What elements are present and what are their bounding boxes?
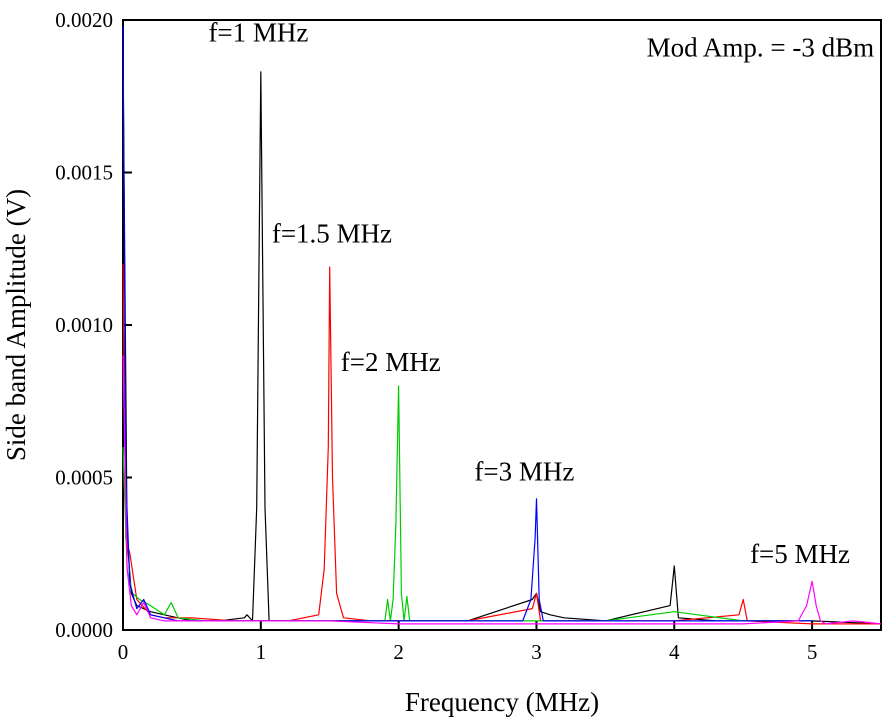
annotation-label: f=1.5 MHz	[272, 219, 392, 249]
annotation-label: Mod Amp. = -3 dBm	[647, 33, 875, 63]
x-tick-label: 2	[393, 640, 404, 664]
x-tick-label: 3	[531, 640, 542, 664]
x-tick-label: 0	[118, 640, 129, 664]
series-line-1	[122, 50, 882, 625]
annotation-label: f=2 MHz	[341, 347, 441, 377]
x-axis-title: Frequency (MHz)	[405, 687, 599, 717]
y-tick-label: 0.0005	[55, 466, 113, 490]
series-line-4	[122, 26, 813, 622]
y-tick-label: 0.0015	[55, 161, 113, 185]
series-line-3	[122, 385, 813, 622]
y-axis-title: Side band Amplitude (V)	[1, 189, 31, 461]
series-line-5	[122, 355, 882, 625]
annotations: Mod Amp. = -3 dBm f=1 MHz f=1.5 MHz f=2 MHz…	[208, 17, 874, 569]
x-tick-label: 4	[669, 640, 680, 664]
annotation-label: f=3 MHz	[474, 457, 574, 487]
series-line-2	[122, 263, 881, 625]
x-tick-label: 1	[256, 640, 267, 664]
x-axis: 0 1 2 3 4 5	[118, 621, 818, 664]
y-tick-label: 0.0010	[55, 313, 113, 337]
y-tick-label: 0.0020	[55, 8, 113, 32]
annotation-label: f=5 MHz	[750, 539, 850, 569]
y-axis: 0.0000 0.0005 0.0010 0.0015 0.0020	[55, 8, 132, 642]
x-tick-label: 5	[807, 640, 818, 664]
series-group	[122, 26, 882, 625]
annotation-label: f=1 MHz	[208, 17, 308, 47]
y-tick-label: 0.0000	[55, 618, 113, 642]
